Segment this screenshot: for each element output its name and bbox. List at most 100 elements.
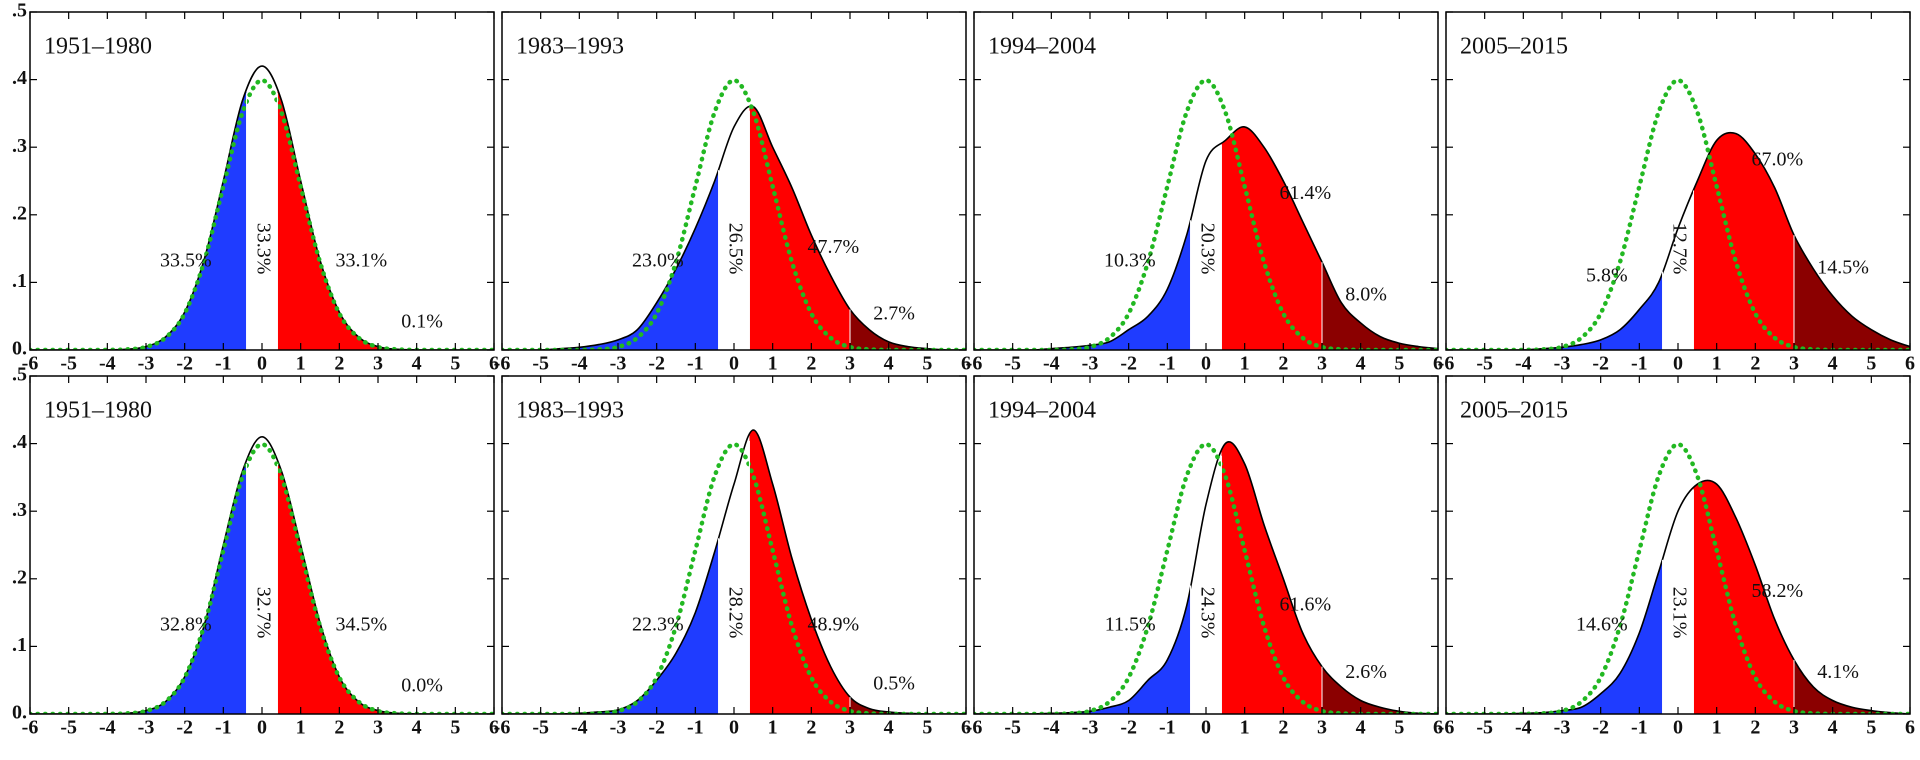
x-tick-label: 0 [257,717,267,739]
region-label: 34.5% [335,614,387,636]
x-tick-label: 2 [806,353,816,375]
x-tick-label: -5 [532,717,549,739]
x-tick-label: 1 [296,353,306,375]
x-tick-label: -2 [648,353,665,375]
panel-title: 1983–1993 [516,34,624,60]
x-tick-label: 0 [729,353,739,375]
region-label: 48.9% [807,614,859,636]
x-tick-label: 3 [1317,353,1327,375]
x-tick-label: -6 [494,353,511,375]
x-tick-label: 6 [1905,353,1915,375]
region-label: 23.1% [1668,587,1690,639]
x-tick-label: 3 [373,353,383,375]
x-tick-label: -4 [1043,353,1060,375]
y-tick-label: .3 [12,499,27,521]
region-label: 23.0% [632,250,684,272]
x-tick-label: -4 [571,353,588,375]
panel-title: 1983–1993 [516,398,624,424]
y-tick-label: .2 [12,202,27,224]
x-tick-label: 1 [1712,717,1722,739]
x-tick-label: -6 [22,353,39,375]
x-tick-label: -1 [215,717,232,739]
panel-title: 1994–2004 [988,398,1096,424]
x-tick-label: 2 [1750,353,1760,375]
region-label: 22.3% [632,614,684,636]
x-tick-label: 4 [412,353,422,375]
x-tick-label: -5 [532,353,549,375]
x-tick-label: 6 [489,717,499,739]
region-label: 33.5% [160,250,212,272]
x-tick-label: -4 [99,353,116,375]
x-tick-label: -3 [138,353,155,375]
x-tick-label: 6 [489,353,499,375]
region-label: 33.1% [335,250,387,272]
region-label: 67.0% [1751,148,1803,170]
y-tick-label: .3 [12,135,27,157]
x-tick-label: -3 [1082,717,1099,739]
x-tick-label: -2 [176,717,193,739]
region-label: 11.5% [1105,614,1156,636]
x-tick-label: 4 [1828,353,1838,375]
density-line [1446,131,1910,350]
x-tick-label: -6 [966,353,983,375]
region-label: 8.0% [1345,284,1387,306]
x-tick-label: 5 [922,353,932,375]
x-tick-label: -3 [1554,353,1571,375]
panel-title: 2005–2015 [1460,398,1568,424]
x-tick-label: -5 [1476,353,1493,375]
x-tick-label: -2 [176,353,193,375]
x-tick-label: 4 [884,717,894,739]
x-tick-label: 3 [373,717,383,739]
x-tick-label: -4 [1515,717,1532,739]
x-tick-label: -1 [687,353,704,375]
x-tick-label: -2 [1592,717,1609,739]
panel-title: 2005–2015 [1460,34,1568,60]
region-label: 5.8% [1586,265,1628,287]
region-label: 61.6% [1279,593,1331,615]
x-tick-label: 1 [1712,353,1722,375]
x-tick-label: 4 [1356,717,1366,739]
x-tick-label: -4 [1043,717,1060,739]
x-tick-label: 1 [768,717,778,739]
region-label: 32.7% [252,587,274,639]
x-tick-label: -6 [1438,353,1455,375]
x-tick-label: 2 [334,717,344,739]
region-label: 12.7% [1668,223,1690,275]
x-tick-label: -3 [610,353,627,375]
y-tick-label: .4 [12,67,27,89]
y-tick-label: 0. [12,702,27,724]
x-tick-label: 6 [1905,717,1915,739]
panel-title: 1951–1980 [44,34,152,60]
x-tick-label: -5 [60,717,77,739]
x-tick-label: -3 [1082,353,1099,375]
x-tick-label: -4 [99,717,116,739]
x-tick-label: 1 [1240,353,1250,375]
x-tick-label: 3 [1317,717,1327,739]
x-tick-label: -6 [966,717,983,739]
x-tick-label: 4 [884,353,894,375]
x-tick-label: -3 [138,717,155,739]
y-tick-label: .4 [12,431,27,453]
x-tick-label: 1 [768,353,778,375]
panel-title: 1994–2004 [988,34,1096,60]
x-tick-label: -5 [1004,353,1021,375]
x-tick-label: -3 [610,717,627,739]
x-tick-label: 5 [1866,353,1876,375]
panel-title: 1951–1980 [44,398,152,424]
x-tick-label: -1 [1631,353,1648,375]
x-tick-label: 0 [729,717,739,739]
region-fill [246,436,278,714]
y-tick-label: .5 [12,0,27,22]
x-tick-label: -1 [1631,717,1648,739]
x-tick-label: -6 [1438,717,1455,739]
y-tick-label: .1 [12,634,27,656]
y-tick-label: .5 [12,364,27,386]
x-tick-label: -2 [1592,353,1609,375]
x-tick-label: 0 [1673,353,1683,375]
region-label: 33.3% [252,223,274,275]
x-tick-label: 2 [1278,353,1288,375]
x-tick-label: 5 [1394,353,1404,375]
x-tick-label: 6 [961,717,971,739]
